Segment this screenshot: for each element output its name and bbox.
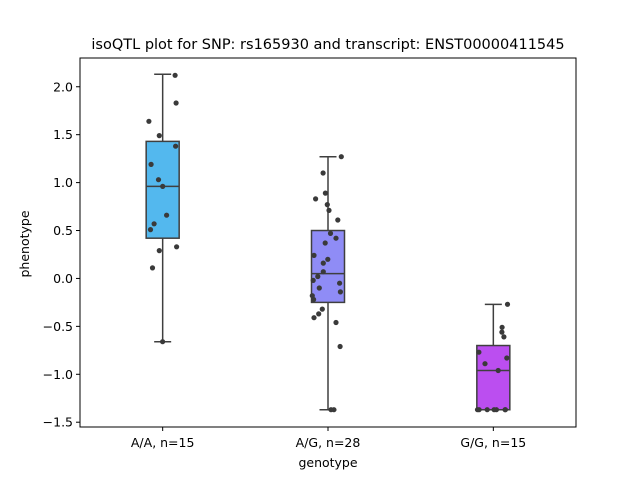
data-point bbox=[499, 324, 505, 330]
data-point bbox=[316, 285, 322, 291]
data-point bbox=[476, 349, 482, 355]
y-tick-label: 1.5 bbox=[53, 127, 73, 142]
data-point bbox=[319, 306, 325, 312]
data-point bbox=[482, 361, 488, 367]
data-point bbox=[326, 207, 332, 213]
y-tick-label: 1.0 bbox=[53, 175, 73, 190]
data-point bbox=[173, 143, 179, 149]
data-point bbox=[320, 260, 326, 266]
data-point bbox=[324, 202, 330, 208]
data-point bbox=[149, 265, 156, 271]
data-point bbox=[311, 296, 317, 303]
data-point bbox=[504, 301, 511, 307]
data-point bbox=[172, 72, 178, 78]
box-iqr bbox=[145, 140, 180, 239]
data-point bbox=[156, 248, 162, 254]
data-point bbox=[327, 230, 334, 236]
data-point bbox=[484, 407, 490, 413]
y-tick-label: −1.0 bbox=[43, 367, 73, 382]
data-point bbox=[499, 329, 505, 335]
data-point bbox=[320, 170, 326, 176]
data-point bbox=[504, 355, 510, 361]
data-point bbox=[160, 339, 166, 345]
data-point bbox=[322, 190, 328, 196]
data-point bbox=[337, 280, 343, 286]
x-axis-label: genotype bbox=[298, 455, 357, 470]
y-tick-label: −1.5 bbox=[43, 415, 73, 430]
x-tick-label: G/G, n=15 bbox=[460, 435, 526, 450]
data-point bbox=[310, 277, 316, 283]
data-point bbox=[495, 367, 501, 374]
data-point bbox=[337, 289, 343, 295]
data-point bbox=[151, 221, 157, 227]
box-iqr bbox=[476, 344, 511, 411]
chart-title: isoQTL plot for SNP: rs165930 and transc… bbox=[91, 37, 564, 53]
data-point bbox=[147, 227, 154, 233]
data-point bbox=[146, 118, 152, 124]
data-point bbox=[316, 311, 322, 317]
data-point bbox=[174, 244, 180, 250]
data-point bbox=[502, 407, 508, 413]
y-tick-label: 2.0 bbox=[53, 79, 73, 94]
x-tick-label: A/G, n=28 bbox=[296, 435, 361, 450]
data-point bbox=[173, 100, 179, 106]
data-point bbox=[476, 407, 482, 413]
data-point bbox=[315, 273, 321, 280]
data-point bbox=[322, 240, 328, 246]
data-point bbox=[501, 334, 507, 340]
y-tick-label: 0.0 bbox=[53, 271, 73, 286]
data-point bbox=[333, 319, 339, 326]
data-point bbox=[156, 133, 162, 139]
data-point bbox=[337, 343, 343, 350]
data-point bbox=[325, 256, 331, 262]
data-point bbox=[491, 407, 497, 413]
data-point bbox=[313, 196, 319, 202]
data-point bbox=[148, 161, 154, 167]
data-point bbox=[338, 154, 344, 160]
data-point bbox=[160, 183, 166, 189]
data-point bbox=[164, 212, 170, 218]
y-axis-label: phenotype bbox=[17, 210, 32, 277]
data-point bbox=[311, 315, 317, 321]
data-point bbox=[333, 235, 339, 241]
data-point bbox=[335, 217, 341, 223]
data-point bbox=[155, 177, 162, 183]
data-point bbox=[320, 269, 326, 275]
data-point bbox=[328, 407, 334, 413]
y-tick-label: 0.5 bbox=[53, 223, 73, 238]
plot-area: −1.5 −1.0 −0.5 0.0 0.5 1.0 1.5 2.0 A/A, n=15 A/G,… bbox=[43, 57, 577, 450]
y-tick-label: −0.5 bbox=[43, 319, 73, 334]
data-point bbox=[311, 252, 317, 258]
x-tick-label: A/A, n=15 bbox=[131, 435, 195, 450]
